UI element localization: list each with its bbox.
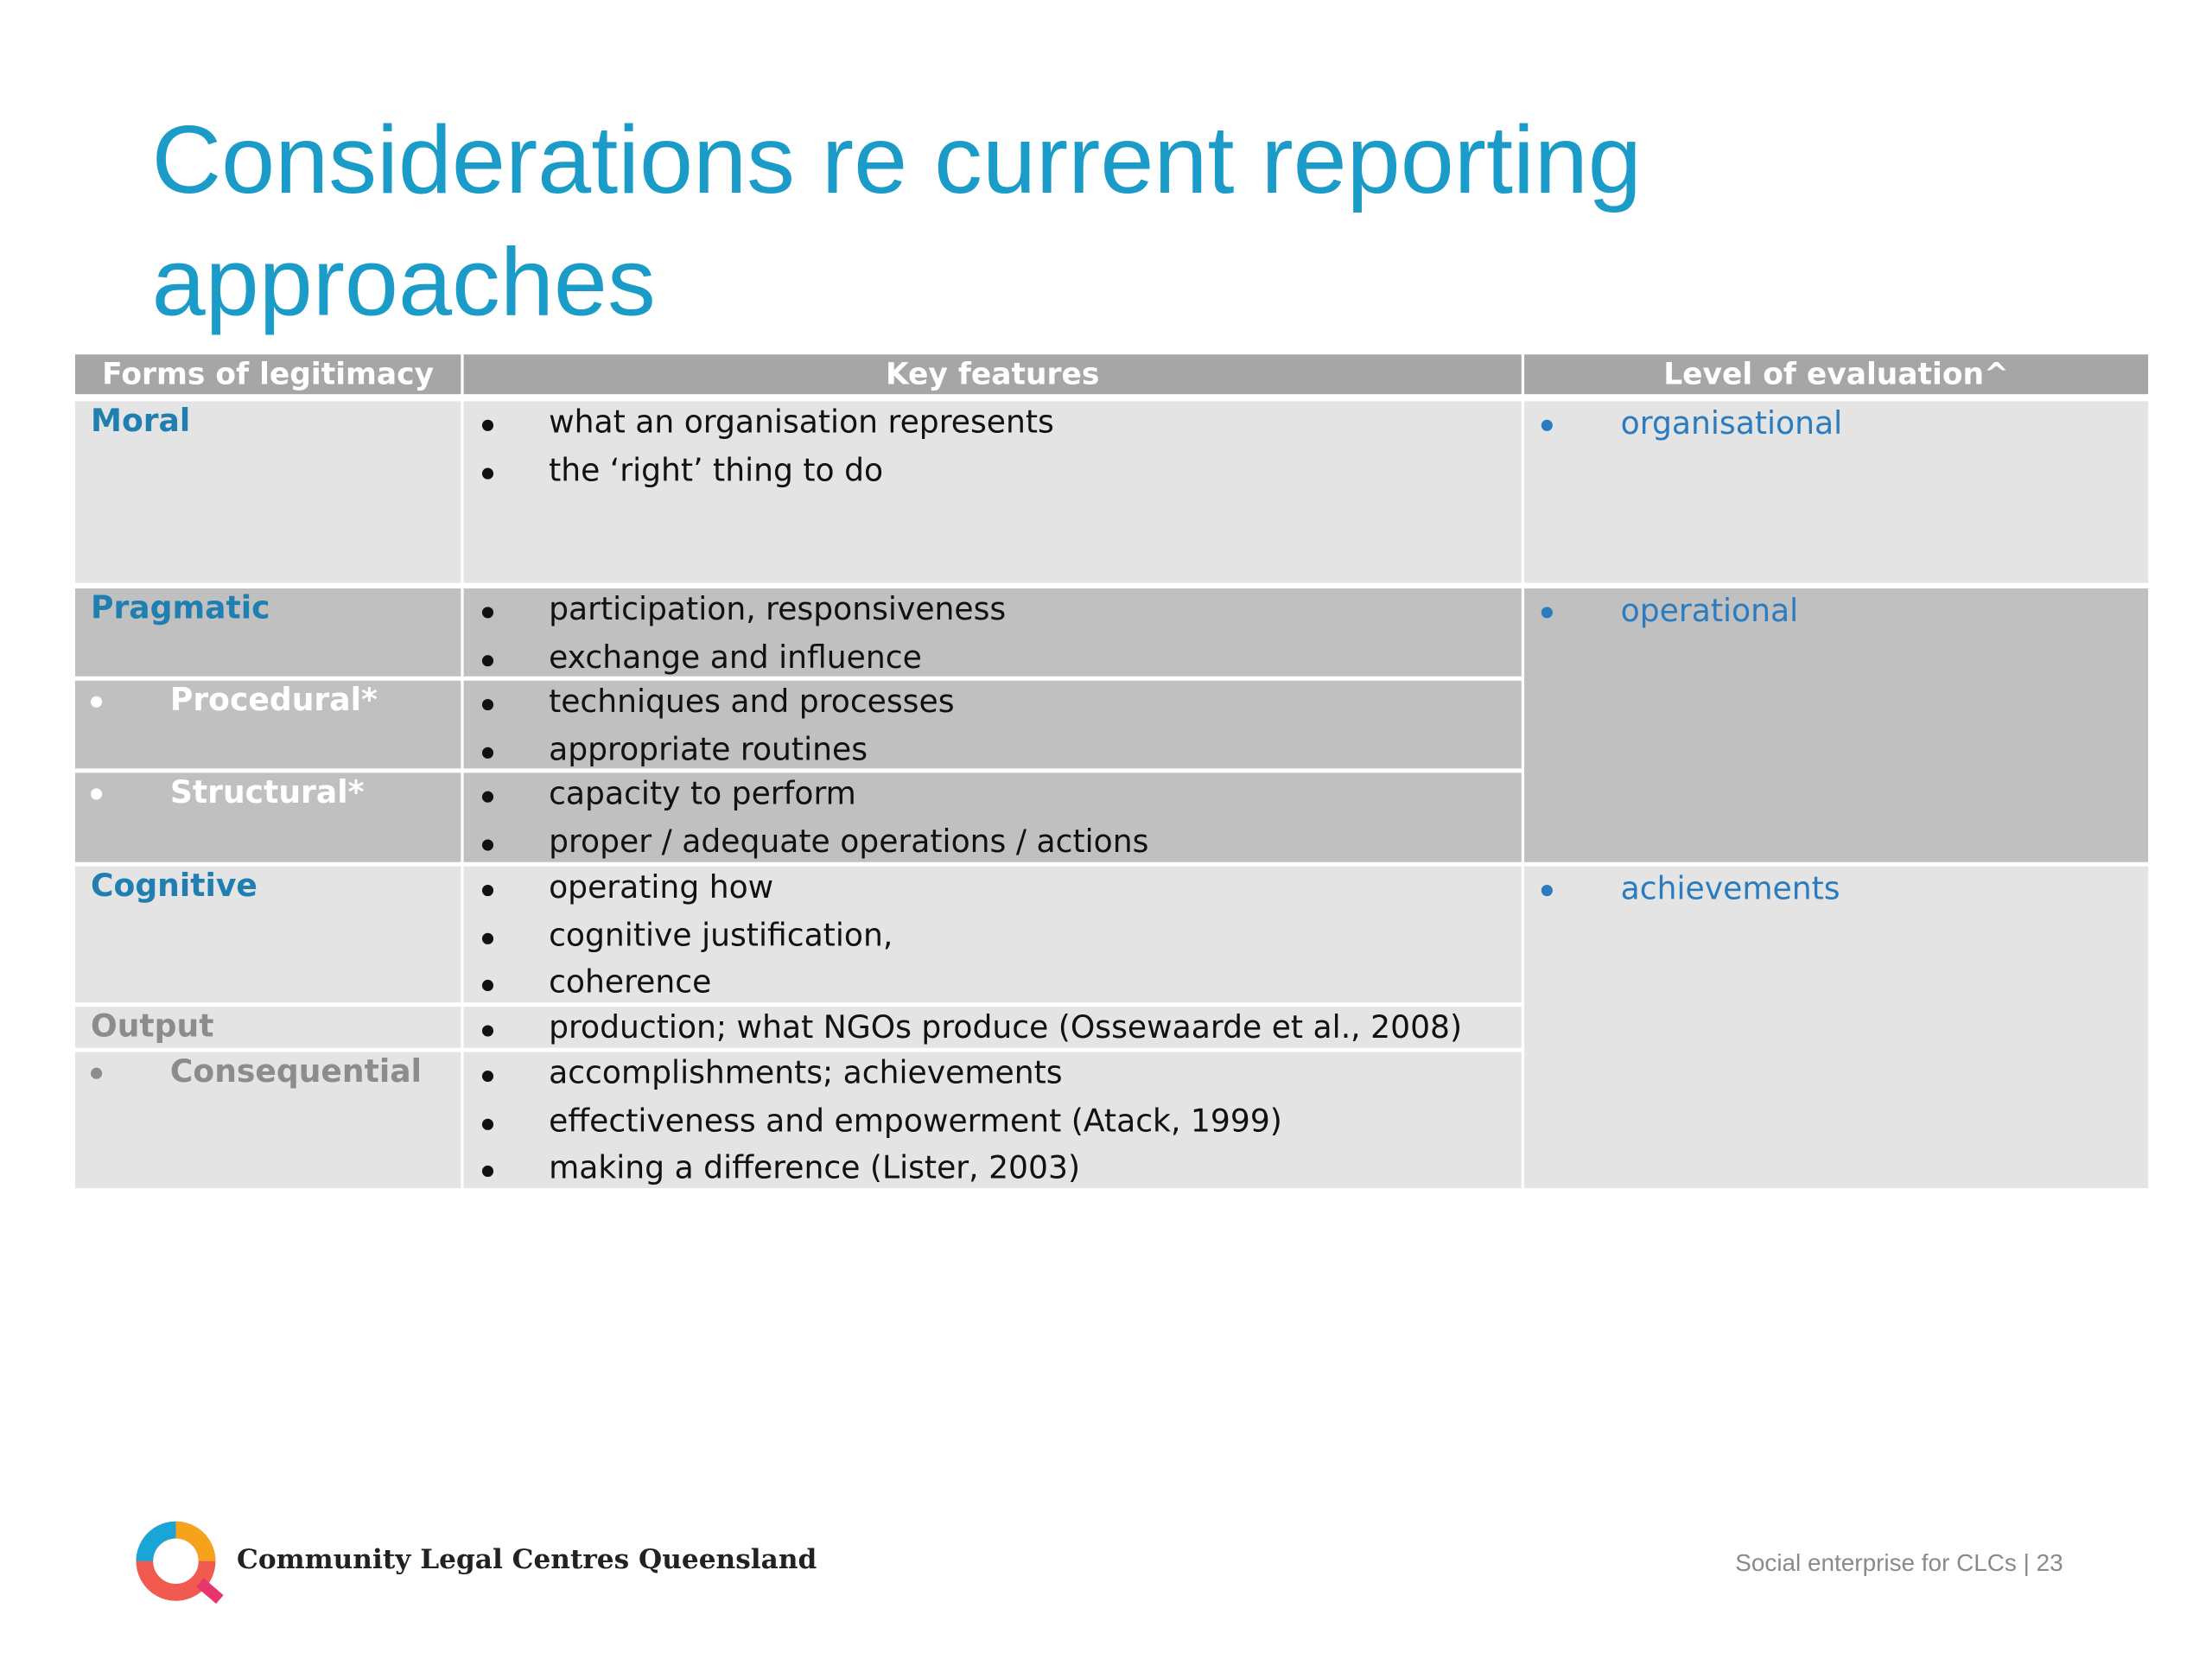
- feature: what an organisation represents: [464, 403, 1522, 450]
- features-cell: accomplishments; achievements effectivene…: [463, 1052, 1522, 1189]
- level-cell: organisational: [1524, 401, 2149, 583]
- bullet: [1541, 884, 1553, 897]
- logo: [136, 1521, 224, 1605]
- feature: coherence: [464, 963, 1522, 1010]
- form-label: Output: [91, 1009, 214, 1046]
- feature: exchange and influence: [464, 638, 1522, 685]
- feature: cognitive justification,: [464, 915, 1522, 963]
- table-header: Forms of legitimacy: [74, 354, 461, 395]
- features-cell: techniques and processes appropriate rout…: [463, 680, 1522, 769]
- feature: making a difference (Lister, 2003): [464, 1148, 1522, 1196]
- bullet: [91, 1067, 103, 1079]
- feature: proper / adequate operations / actions: [464, 822, 1522, 869]
- form-label: Pragmatic: [91, 591, 270, 627]
- feature: techniques and processes: [464, 682, 1522, 729]
- feature: effectiveness and empowerment (Atack, 19…: [464, 1101, 1522, 1148]
- bullet: [91, 788, 103, 800]
- slide-title: Considerations re current reporting appr…: [151, 106, 1642, 336]
- feature: the ‘right’ thing to do: [464, 450, 1522, 498]
- form-cell: Cognitive: [74, 866, 461, 1003]
- features-cell: participation, responsiveness exchange an…: [463, 588, 1522, 677]
- bullet: [1541, 419, 1553, 431]
- form-label: Moral: [91, 404, 191, 440]
- level-cell: achievements: [1524, 866, 2149, 1189]
- form-cell: Moral: [74, 401, 461, 583]
- form-cell: Procedural*: [74, 680, 461, 769]
- table-header: Level of evaluation^: [1524, 354, 2149, 395]
- slide-label: Social enterprise for CLCs | 23: [1735, 1549, 2063, 1577]
- features-cell: capacity to perform proper / adequate ope…: [463, 772, 1522, 862]
- organisation-name: Community Legal Centres Queensland: [237, 1544, 817, 1576]
- form-cell: Consequential: [74, 1052, 461, 1189]
- form-cell: Pragmatic: [74, 588, 461, 677]
- feature: production; what NGOs produce (Ossewaard…: [464, 1008, 1522, 1056]
- form-label: Procedural*: [169, 683, 378, 719]
- form-label: Structural*: [169, 775, 365, 811]
- level-cell: operational: [1524, 588, 2149, 862]
- level-label: achievements: [1620, 872, 1840, 908]
- features-cell: operating how cognitive justification, coh…: [463, 866, 1522, 1003]
- form-cell: Structural*: [74, 772, 461, 862]
- feature: participation, responsiveness: [464, 590, 1522, 638]
- form-label: Consequential: [169, 1054, 422, 1090]
- features-cell: what an organisation represents the ‘righ…: [463, 401, 1522, 583]
- form-label: Cognitive: [91, 868, 257, 905]
- bullet: [1541, 607, 1553, 619]
- feature: capacity to perform: [464, 774, 1522, 822]
- feature: accomplishments; achievements: [464, 1053, 1522, 1101]
- form-cell: Output: [74, 1007, 461, 1048]
- table-header: Key features: [463, 354, 1522, 395]
- level-label: operational: [1620, 594, 1799, 630]
- features-cell: production; what NGOs produce (Ossewaard…: [463, 1007, 1522, 1048]
- level-label: organisational: [1620, 406, 1843, 442]
- feature: appropriate routines: [464, 729, 1522, 777]
- feature: operating how: [464, 868, 1522, 915]
- bullet: [91, 696, 103, 708]
